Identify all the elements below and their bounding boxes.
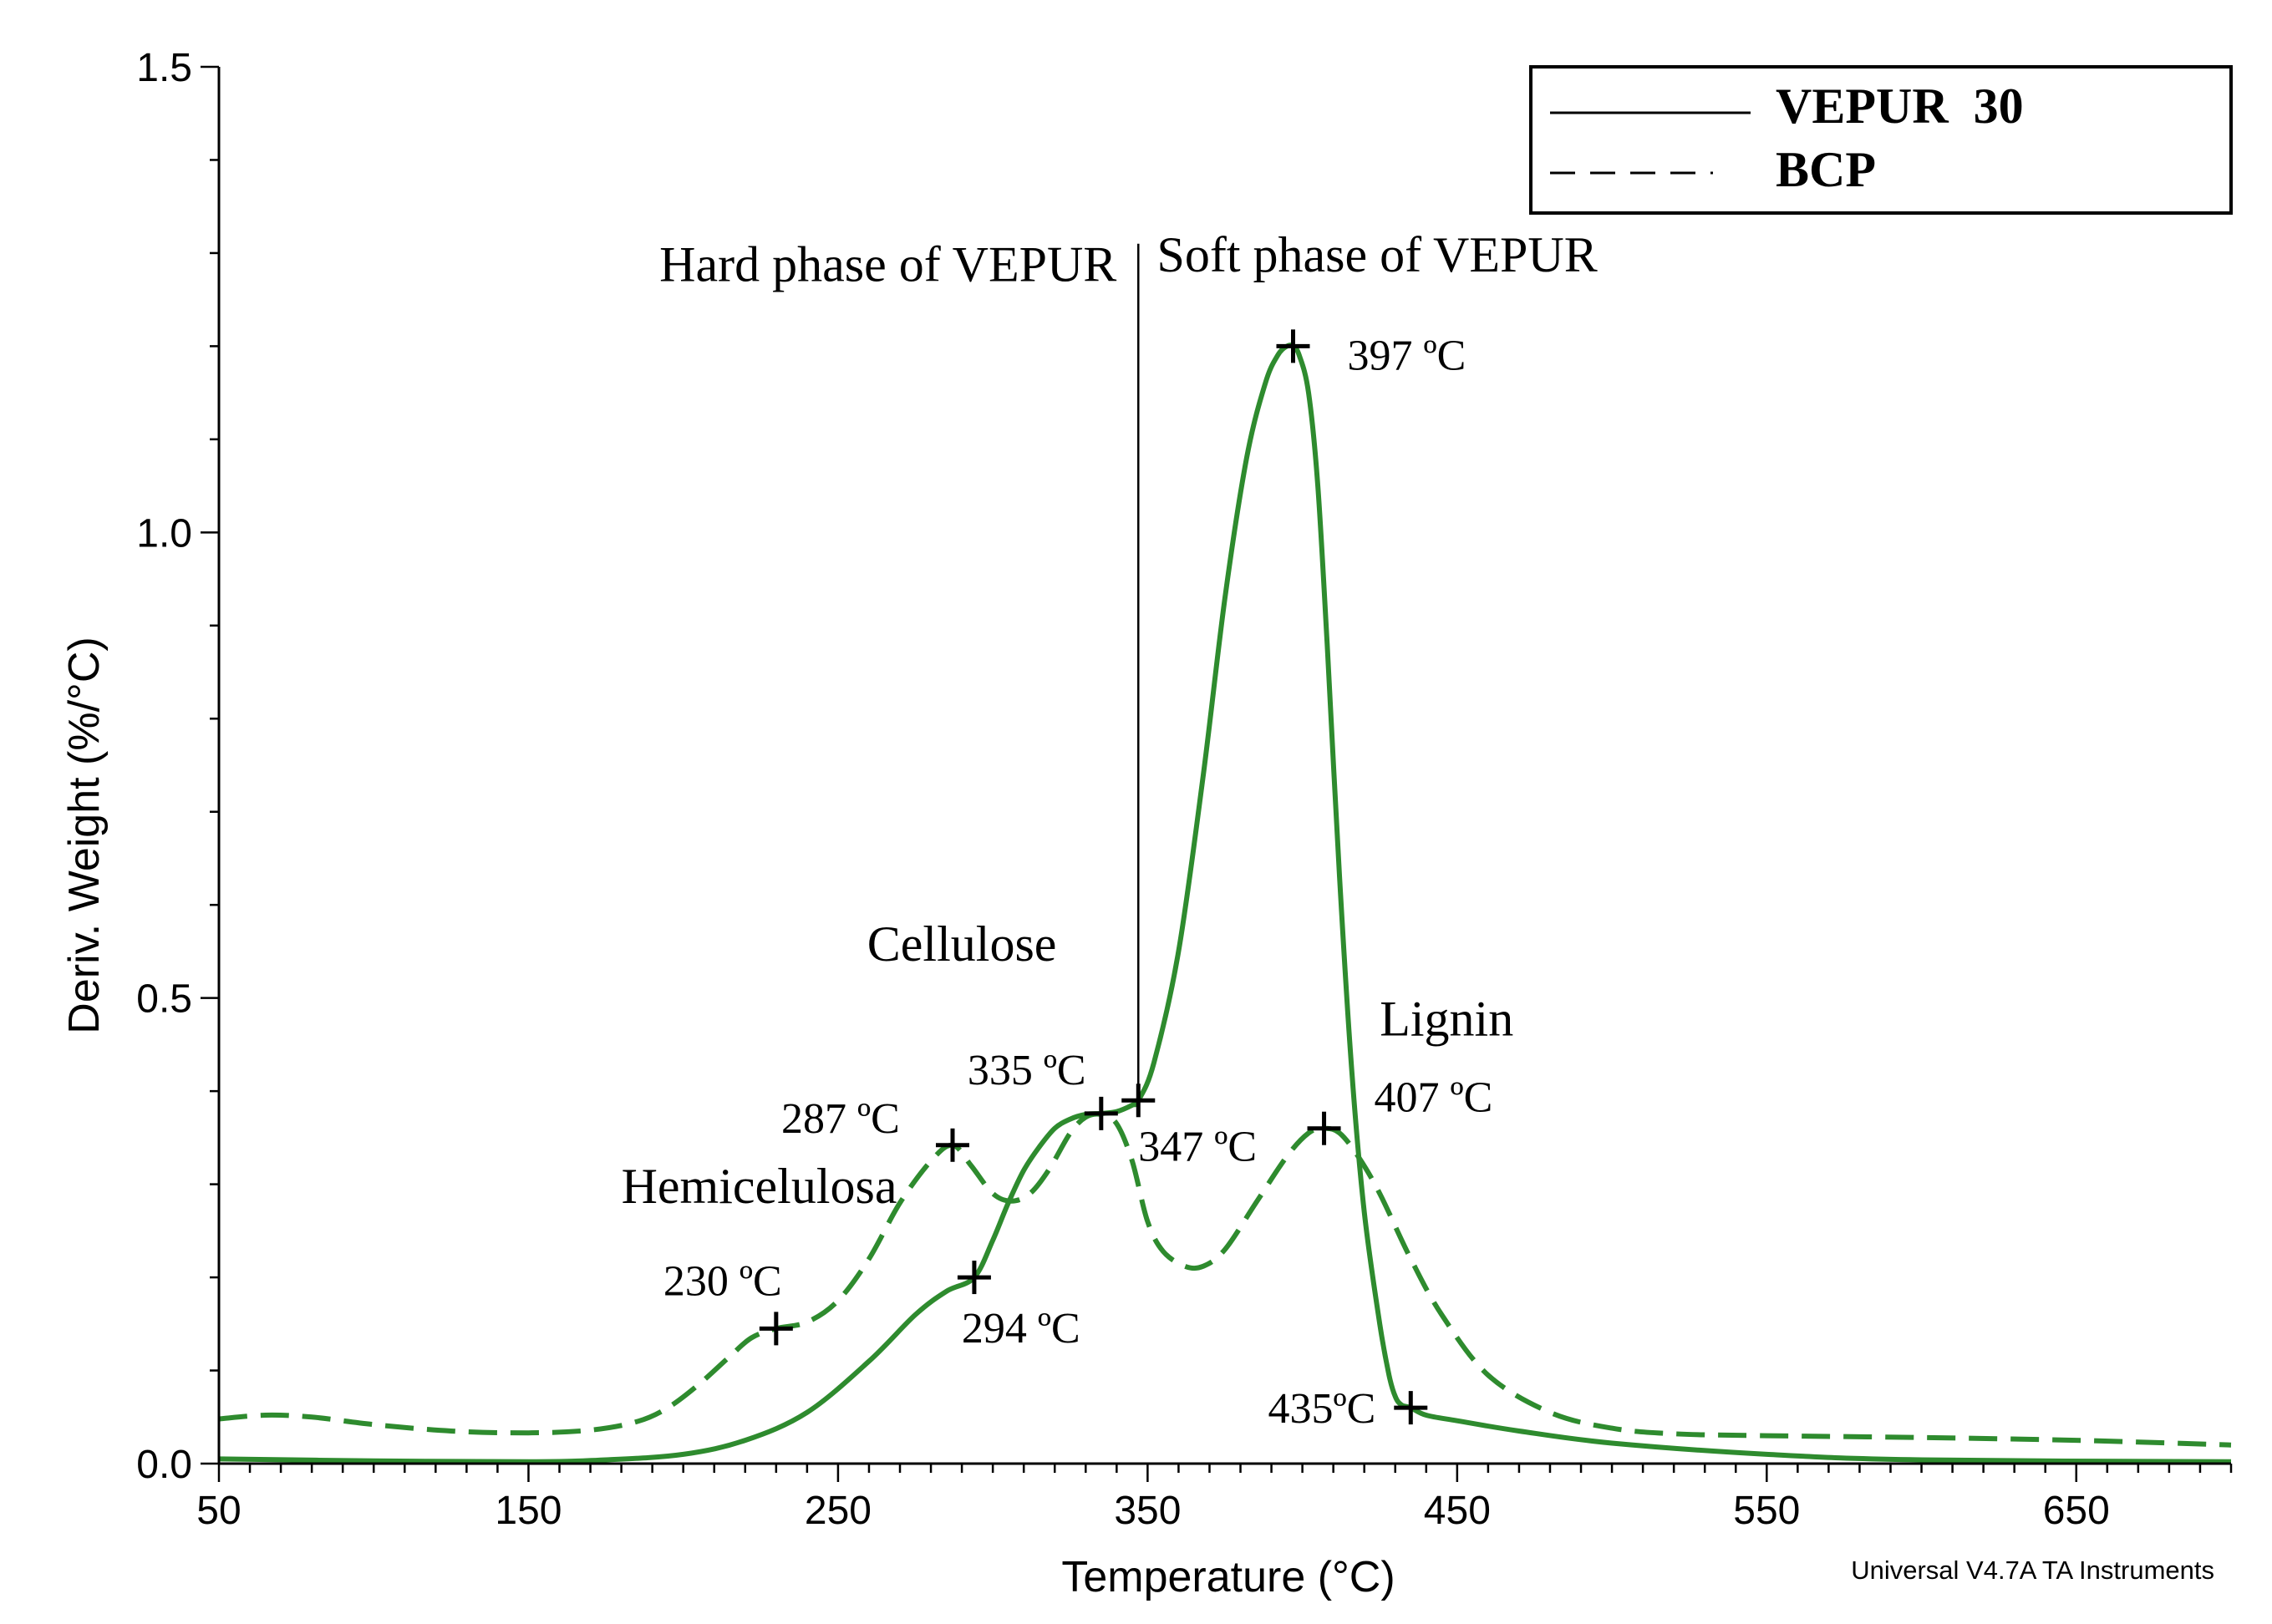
x-tick-label: 550 <box>1733 1489 1800 1533</box>
peak-label: 287 ºC <box>781 1095 900 1143</box>
legend-label-vepur: VEPUR 30 <box>1776 79 2024 134</box>
peak-label: 407 ºC <box>1375 1074 1493 1122</box>
region-label: Hemicelulosa <box>622 1159 897 1214</box>
region-label: Soft phase of VEPUR <box>1156 227 1597 282</box>
peak-label: 230 ºC <box>663 1257 782 1305</box>
y-tick-label: 1.0 <box>136 511 192 556</box>
x-axis-label: Temperature (°C) <box>1061 1553 1395 1601</box>
x-tick-label: 250 <box>805 1489 872 1533</box>
x-tick-label: 450 <box>1424 1489 1491 1533</box>
x-tick-label: 50 <box>196 1489 241 1533</box>
peak-label: 435ºC <box>1268 1385 1375 1433</box>
region-label: Hard phase of VEPUR <box>659 236 1116 292</box>
annotations: Hard phase of VEPUR Soft phase of VEPUR Ce… <box>622 227 1598 1433</box>
y-tick-label: 0.5 <box>136 977 192 1022</box>
axes: 50 150 250 350 450 550 650 0.0 0.5 1.0 1.5 <box>136 46 2233 1533</box>
peak-label: 294 ºC <box>962 1305 1080 1352</box>
y-tick-label: 0.0 <box>136 1443 192 1487</box>
peak-label: 347 ºC <box>1138 1123 1257 1170</box>
legend: VEPUR 30 BCP <box>1529 65 2233 215</box>
x-tick-label: 150 <box>495 1489 562 1533</box>
y-axis-label: Deriv. Weight (%/°C) <box>60 637 109 1033</box>
legend-box <box>1529 65 2233 215</box>
instrument-credit: Universal V4.7A TA Instruments <box>1851 1555 2214 1585</box>
y-tick-label: 1.5 <box>136 46 192 90</box>
peak-label: 335 ºC <box>968 1047 1086 1094</box>
legend-label-bcp: BCP <box>1776 142 1876 197</box>
peak-label: 397 ºC <box>1348 332 1466 379</box>
x-tick-label: 650 <box>2043 1489 2110 1533</box>
region-label: Lignin <box>1380 991 1513 1046</box>
region-label: Cellulose <box>867 916 1057 972</box>
series-bcp-line <box>218 1111 2232 1448</box>
x-tick-label: 350 <box>1114 1489 1181 1533</box>
